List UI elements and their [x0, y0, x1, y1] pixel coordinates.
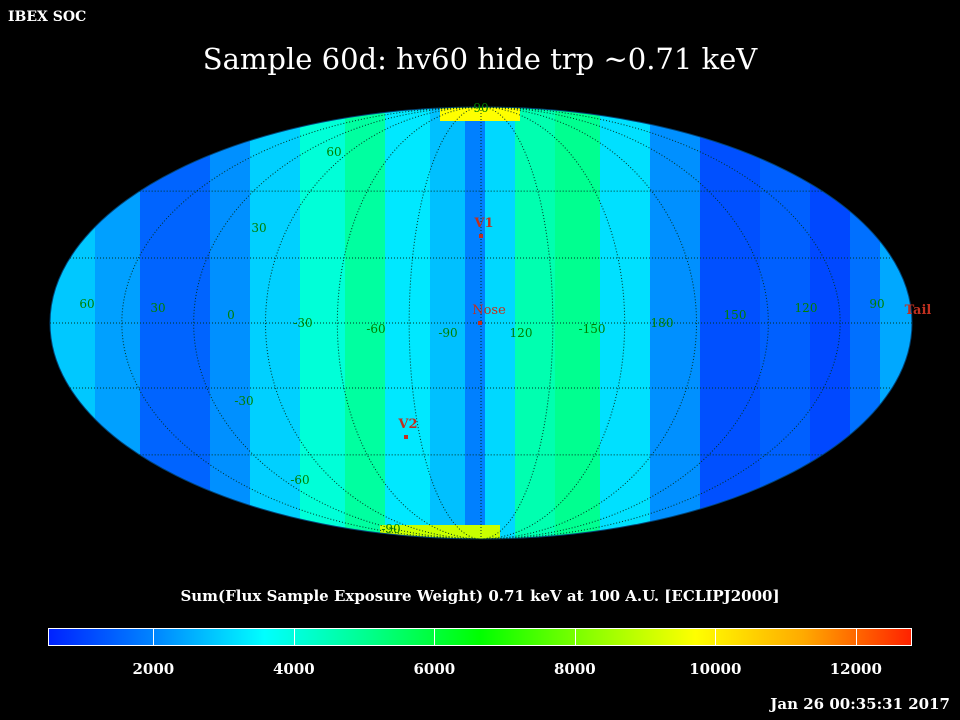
flux-pole-north — [440, 107, 520, 121]
meridian-line — [193, 106, 482, 540]
timestamp: Jan 26 00:35:31 2017 — [770, 695, 950, 713]
lon-label: -150 — [579, 322, 606, 336]
lat-label: -30 — [234, 394, 253, 408]
flux-band — [700, 107, 760, 539]
colorbar-tick-label: 10000 — [689, 660, 742, 678]
lat-label: -90 — [381, 522, 400, 536]
lon-label: -90 — [438, 326, 457, 340]
colorbar-tick-mark — [153, 628, 155, 646]
colorbar-tick-mark — [434, 628, 436, 646]
lat-label: -60 — [290, 473, 309, 487]
flux-band — [465, 107, 485, 539]
colorbar-tick-label: 2000 — [132, 660, 175, 678]
lon-label: 150 — [724, 308, 747, 322]
meridian-line — [480, 106, 626, 540]
lon-label: -60 — [366, 322, 385, 336]
marker-v2-dot — [404, 435, 408, 439]
colorbar-title: Sum(Flux Sample Exposure Weight) 0.71 ke… — [180, 587, 780, 605]
lon-label: 120 — [510, 326, 533, 340]
colorbar-tick-mark — [715, 628, 717, 646]
flux-band — [650, 107, 700, 539]
lon-label: 120 — [795, 301, 818, 315]
colorbar-tick-label: 8000 — [553, 660, 596, 678]
marker-nose-label: Nose — [472, 303, 506, 318]
flux-pole-south — [380, 525, 500, 539]
flux-band — [555, 107, 600, 539]
lat-label: 90 — [473, 101, 488, 115]
marker-nose-dot — [478, 321, 482, 325]
meridian-line — [480, 106, 841, 540]
flux-band — [140, 107, 210, 539]
flux-band — [430, 107, 465, 539]
lat-label: 60 — [326, 145, 341, 159]
colorbar-tick-label: 12000 — [829, 660, 882, 678]
lon-label: -30 — [293, 316, 312, 330]
map-title: Sample 60d: hv60 hide trp ~0.71 keV — [202, 42, 758, 76]
lon-label: 90 — [869, 297, 884, 311]
lon-label: 0 — [227, 308, 235, 322]
colorbar-tick-mark — [574, 628, 576, 646]
lon-label: 60 — [79, 297, 94, 311]
lon-label: 30 — [150, 301, 165, 315]
lat-label: 30 — [251, 221, 266, 235]
meridian-line — [121, 106, 482, 540]
meridian-line — [336, 106, 482, 540]
colorbar-tick-mark — [855, 628, 857, 646]
marker-v2-label: V2 — [397, 417, 417, 432]
colorbar-tick-label: 4000 — [272, 660, 315, 678]
meridian-line — [480, 106, 554, 540]
colorbar-tick-mark — [293, 628, 295, 646]
graticule — [50, 106, 912, 540]
colorbar-tick-label: 6000 — [413, 660, 456, 678]
marker-v1-dot — [479, 234, 483, 238]
meridian-line — [408, 106, 482, 540]
marker-tail-label: Tail — [905, 303, 932, 318]
lon-label: 180 — [651, 316, 674, 330]
marker-v1-label: V1 — [473, 216, 493, 231]
colorbar — [48, 628, 912, 646]
corner-label: IBEX SOC — [8, 9, 87, 25]
meridian-line — [480, 106, 769, 540]
